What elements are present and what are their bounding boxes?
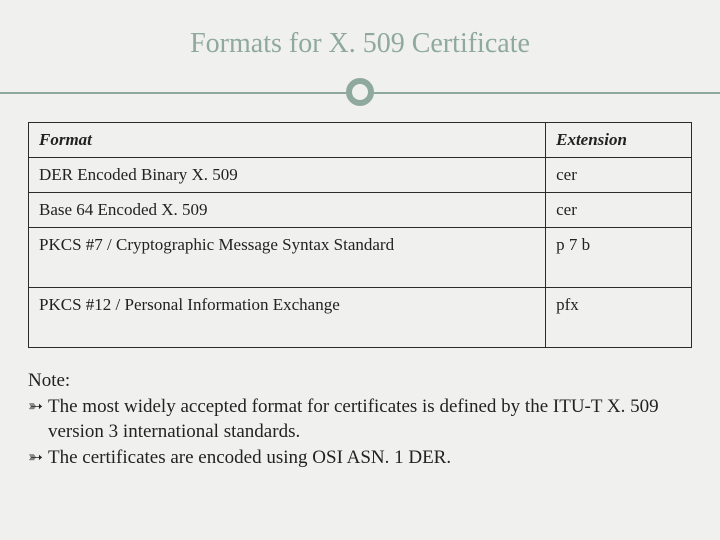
bullet-icon: ➳ (28, 445, 48, 469)
formats-table: Format Extension DER Encoded Binary X. 5… (28, 122, 692, 348)
note-text: The most widely accepted format for cert… (48, 394, 692, 445)
page-title: Formats for X. 509 Certificate (0, 0, 720, 78)
divider-circle-icon (346, 78, 374, 106)
bullet-icon: ➳ (28, 394, 48, 418)
cell-format: DER Encoded Binary X. 509 (29, 158, 546, 193)
note-item: ➳ The most widely accepted format for ce… (28, 394, 692, 445)
table-header-row: Format Extension (29, 123, 692, 158)
cell-ext: pfx (546, 288, 692, 348)
col-header-extension: Extension (546, 123, 692, 158)
table-row: PKCS #12 / Personal Information Exchange… (29, 288, 692, 348)
cell-ext: cer (546, 158, 692, 193)
table-row: DER Encoded Binary X. 509 cer (29, 158, 692, 193)
note-text: The certificates are encoded using OSI A… (48, 445, 692, 471)
table-row: PKCS #7 / Cryptographic Message Syntax S… (29, 228, 692, 288)
notes-heading: Note: (28, 368, 692, 394)
col-header-format: Format (29, 123, 546, 158)
table-row: Base 64 Encoded X. 509 cer (29, 193, 692, 228)
formats-table-wrap: Format Extension DER Encoded Binary X. 5… (28, 122, 692, 348)
cell-format: PKCS #12 / Personal Information Exchange (29, 288, 546, 348)
cell-ext: p 7 b (546, 228, 692, 288)
cell-format: PKCS #7 / Cryptographic Message Syntax S… (29, 228, 546, 288)
note-item: ➳ The certificates are encoded using OSI… (28, 445, 692, 471)
cell-ext: cer (546, 193, 692, 228)
notes-section: Note: ➳ The most widely accepted format … (28, 368, 692, 471)
cell-format: Base 64 Encoded X. 509 (29, 193, 546, 228)
title-divider (0, 78, 720, 108)
